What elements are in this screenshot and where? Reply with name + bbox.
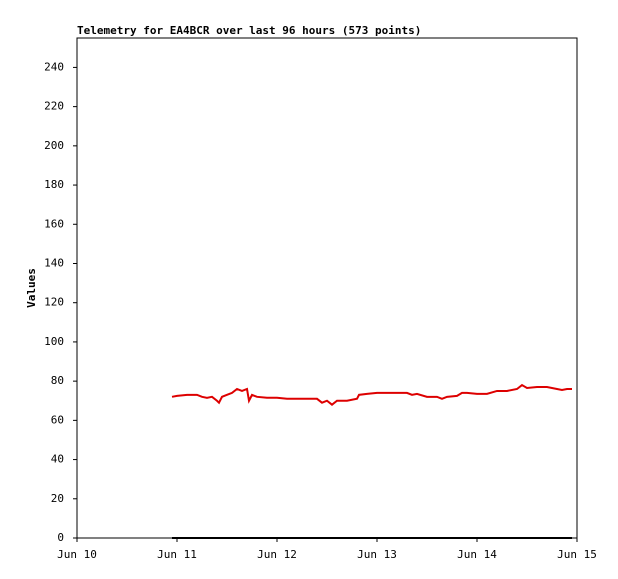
y-tick-label: 240	[44, 60, 64, 73]
y-tick-label: 60	[51, 413, 64, 426]
y-axis-label: Values	[25, 268, 38, 308]
x-tick-label: Jun 10	[57, 548, 97, 561]
chart-title: Telemetry for EA4BCR over last 96 hours …	[77, 24, 421, 37]
y-tick-label: 160	[44, 217, 64, 230]
x-tick-label: Jun 11	[157, 548, 197, 561]
x-tick-label: Jun 13	[357, 548, 397, 561]
y-tick-label: 200	[44, 139, 64, 152]
y-tick-label: 0	[57, 531, 64, 544]
x-tick-label: Jun 15	[557, 548, 597, 561]
y-tick-label: 220	[44, 100, 64, 113]
x-tick-label: Jun 14	[457, 548, 497, 561]
y-tick-label: 20	[51, 492, 64, 505]
y-tick-label: 80	[51, 374, 64, 387]
x-tick-label: Jun 12	[257, 548, 297, 561]
y-tick-label: 140	[44, 256, 64, 269]
y-tick-label: 100	[44, 335, 64, 348]
y-tick-label: 120	[44, 296, 64, 309]
y-tick-label: 180	[44, 178, 64, 191]
data-line	[171, 383, 572, 406]
plot-frame	[76, 37, 578, 539]
y-tick-label: 40	[51, 453, 64, 466]
